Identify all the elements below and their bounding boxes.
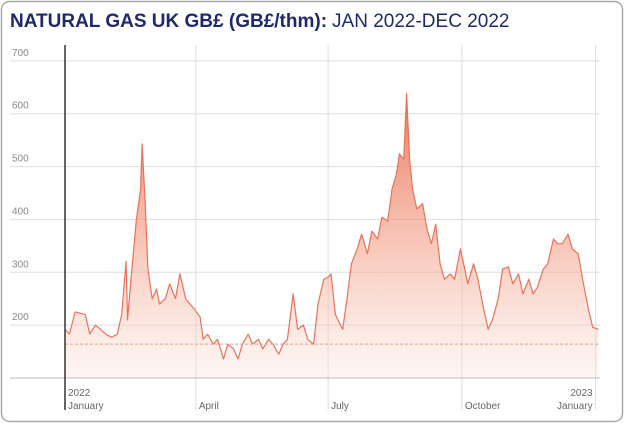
x-tick-label: July: [331, 401, 349, 412]
x-tick-label: January: [557, 401, 593, 412]
y-tick-label: 600: [12, 101, 29, 112]
y-tick-label: 400: [12, 206, 29, 217]
subtitle: JAN 2022-DEC 2022: [332, 11, 509, 32]
x-tick-year: 2023: [570, 388, 593, 399]
x-tick-label: October: [465, 401, 501, 412]
y-tick-label: 700: [12, 48, 29, 59]
chart-title: NATURAL GAS UK GB£ (GB£/thm): JAN 2022-DE…: [10, 11, 509, 32]
y-tick-label: 200: [12, 312, 29, 323]
x-tick-label: January: [68, 401, 104, 412]
y-tick-label: 300: [12, 259, 29, 270]
x-tick-label: April: [199, 401, 219, 412]
y-tick-label: 500: [12, 154, 29, 165]
line: [64, 93, 599, 360]
title: NATURAL GAS UK GB£ (GB£/thm):: [10, 11, 327, 32]
x-tick-year: 2022: [68, 388, 91, 399]
area: [65, 93, 599, 378]
